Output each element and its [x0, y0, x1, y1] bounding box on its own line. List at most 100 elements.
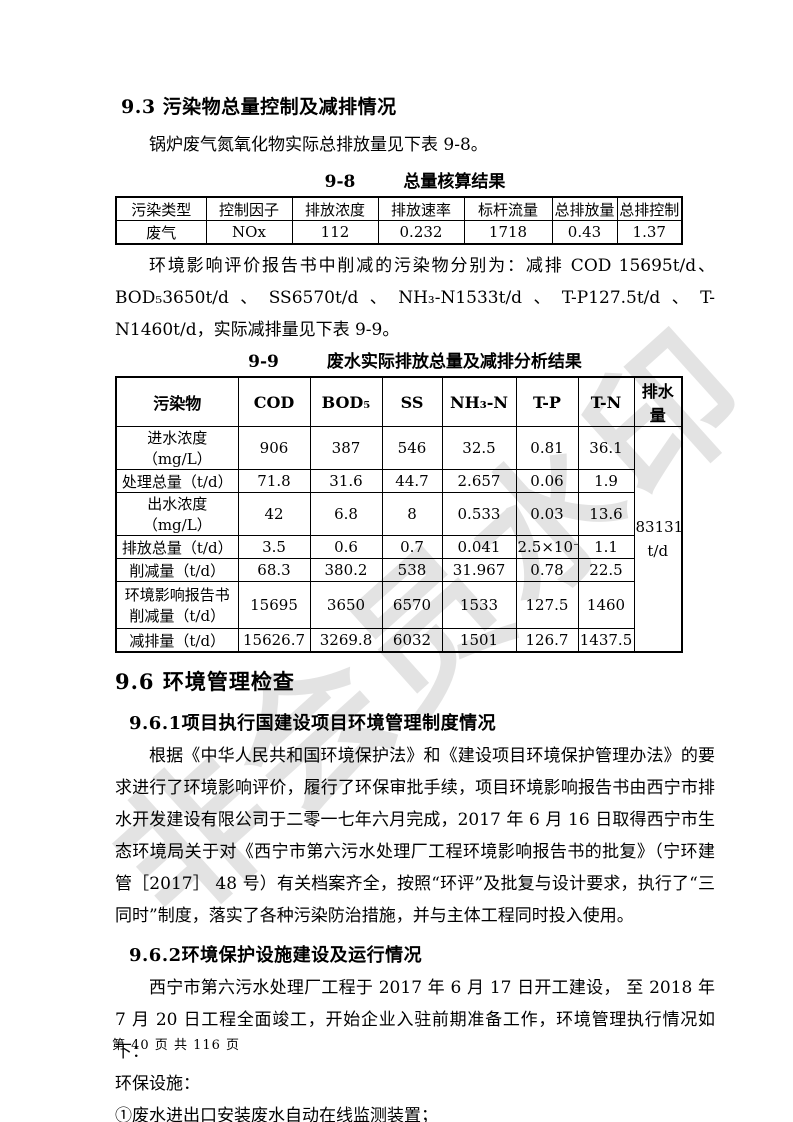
table-cell: 15695 [237, 581, 311, 629]
column-header: 总排放量 [551, 196, 618, 221]
section-9-6-heading: 9.6 环境管理检查 [115, 669, 295, 694]
table-cell: 22.5 [577, 558, 635, 582]
table-cell: 6032 [381, 628, 443, 653]
section-9-3-heading: 9.3 污染物总量控制及减排情况 [121, 96, 397, 118]
section-9-6-1-heading: 9.6.1项目执行国建设项目环境管理制度情况 [129, 713, 497, 734]
table-9-8-header-row: 污染类型 控制因子 排放浓度 排放速率 标杆流量 总排放量 总排控制 [115, 196, 683, 221]
row-label: 环境影响报告书削减量（t/d） [115, 581, 239, 629]
drainage-value: 83131 [635, 518, 682, 536]
row-label: 削减量（t/d） [115, 558, 239, 582]
table-cell: 68.3 [237, 558, 311, 582]
section-9-6-1-paragraph: 根据《中华人民共和国环境保护法》和《建设项目环境保护管理办法》的要求进行了环境影… [115, 746, 715, 926]
table-9-9: 污染物 COD BOD₅ SS NH₃-N T-P T-N 排水量 进水浓度（m… [115, 376, 683, 653]
table-cell: 3.5 [237, 535, 311, 559]
column-header: 污染物 [115, 376, 239, 427]
table-cell: 1718 [463, 220, 553, 245]
table-9-9-header-row: 污染物 COD BOD₅ SS NH₃-N T-P T-N 排水量 [115, 376, 683, 427]
row-label: 排放总量（t/d） [115, 535, 239, 559]
row-label: 减排量（t/d） [115, 628, 239, 653]
table-cell: 0.06 [515, 469, 579, 493]
row-label: 进水浓度（mg/L） [115, 426, 239, 470]
table-cell: 31.6 [309, 469, 383, 493]
column-header: 标杆流量 [463, 196, 553, 221]
table-cell: 15626.7 [237, 628, 311, 653]
row-label: 处理总量（t/d） [115, 469, 239, 493]
table-cell: 废气 [115, 220, 207, 245]
table-cell: 13.6 [577, 492, 635, 536]
table-cell: 1.9 [577, 469, 635, 493]
table-row: 削减量（t/d） 68.3 380.2 538 31.967 0.78 22.5 [115, 558, 682, 582]
table-cell: 1.37 [616, 220, 683, 245]
table-9-9-caption-title: 废水实际排放总量及减排分析结果 [326, 352, 582, 372]
table-9-8-caption-number: 9-8 [324, 172, 356, 192]
table-9-9-caption-number: 9-9 [248, 352, 279, 372]
row-label: 出水浓度（mg/L） [115, 492, 239, 536]
table-cell: 44.7 [381, 469, 443, 493]
table-cell: 36.1 [577, 426, 635, 470]
table-cell: 3269.8 [309, 628, 383, 653]
table-cell: 0.03 [515, 492, 579, 536]
drainage-total-cell: 83131 t/d [633, 426, 683, 653]
table-cell: 2.5×10⁻³ [515, 535, 579, 559]
column-header: 排放速率 [377, 196, 465, 221]
reduction-summary-paragraph: 环境影响评价报告书中削减的污染物分别为：减排 COD 15695t/d、BOD₅… [115, 256, 715, 340]
column-header: T-P [515, 376, 579, 427]
table-cell: 0.43 [551, 220, 618, 245]
table-cell: 8 [381, 492, 443, 536]
table-cell: 3650 [309, 581, 383, 629]
column-header: SS [381, 376, 443, 427]
table-cell: 538 [381, 558, 443, 582]
table-cell: 0.78 [515, 558, 579, 582]
table-cell: 1460 [577, 581, 635, 629]
table-cell: 1501 [441, 628, 517, 653]
table-9-8-caption-title: 总量核算结果 [403, 172, 506, 192]
section-9-6-2-paragraph: 西宁市第六污水处理厂工程于 2017 年 6 月 17 日开工建设， 至 201… [115, 978, 715, 1062]
column-header: COD [237, 376, 311, 427]
table-row: 出水浓度（mg/L） 42 6.8 8 0.533 0.03 13.6 [115, 492, 682, 536]
table-cell: 906 [237, 426, 311, 470]
table-cell: 1533 [441, 581, 517, 629]
table-cell: 126.7 [515, 628, 579, 653]
table-cell: 0.6 [309, 535, 383, 559]
table-cell: 71.8 [237, 469, 311, 493]
facility-item-1: ①废水进出口安装废水自动在线监测装置； [115, 1106, 438, 1122]
table-row: 进水浓度（mg/L） 906 387 546 32.5 0.81 36.1 83… [115, 426, 683, 653]
table-cell: 42 [237, 492, 311, 536]
column-header: 排水量 [633, 376, 683, 427]
table-cell: 112 [291, 220, 379, 245]
table-cell: 1437.5 [577, 628, 635, 653]
table-cell: 0.81 [515, 426, 579, 470]
section-9-3-intro-paragraph: 锅炉废气氮氧化物实际总排放量见下表 9-8。 [149, 135, 488, 155]
table-row: 环境影响报告书削减量（t/d） 15695 3650 6570 1533 127… [115, 581, 682, 629]
section-9-6-2-heading: 9.6.2环境保护设施建设及运行情况 [129, 945, 423, 966]
table-cell: 31.967 [441, 558, 517, 582]
table-cell: 0.041 [441, 535, 517, 559]
table-cell: 6570 [381, 581, 443, 629]
column-header: BOD₅ [309, 376, 383, 427]
drainage-unit: t/d [647, 542, 669, 560]
table-row: 排放总量（t/d） 3.5 0.6 0.7 0.041 2.5×10⁻³ 1.1 [115, 535, 682, 559]
column-header: 总排控制 [616, 196, 683, 221]
column-header: 控制因子 [205, 196, 293, 221]
table-cell: 0.7 [381, 535, 443, 559]
facilities-label-line: 环保设施： [115, 1074, 200, 1094]
table-cell: 546 [381, 426, 443, 470]
table-cell: 380.2 [309, 558, 383, 582]
column-header: 污染类型 [115, 196, 207, 221]
table-cell: 387 [309, 426, 383, 470]
table-cell: 2.657 [441, 469, 517, 493]
table-9-8-caption: 9-8 总量核算结果 [115, 167, 715, 192]
column-header: 排放浓度 [291, 196, 379, 221]
page-footer: 第 40 页 共 116 页 [112, 1038, 241, 1053]
table-cell: 1.1 [577, 535, 635, 559]
table-cell: 32.5 [441, 426, 517, 470]
table-9-9-caption: 9-9 废水实际排放总量及减排分析结果 [115, 347, 715, 372]
table-cell: 6.8 [309, 492, 383, 536]
column-header: NH₃-N [441, 376, 517, 427]
column-header: T-N [577, 376, 635, 427]
table-row: 废气 NOx 112 0.232 1718 0.43 1.37 [115, 220, 683, 245]
table-cell: 0.232 [377, 220, 465, 245]
table-row: 处理总量（t/d） 71.8 31.6 44.7 2.657 0.06 1.9 [115, 469, 682, 493]
